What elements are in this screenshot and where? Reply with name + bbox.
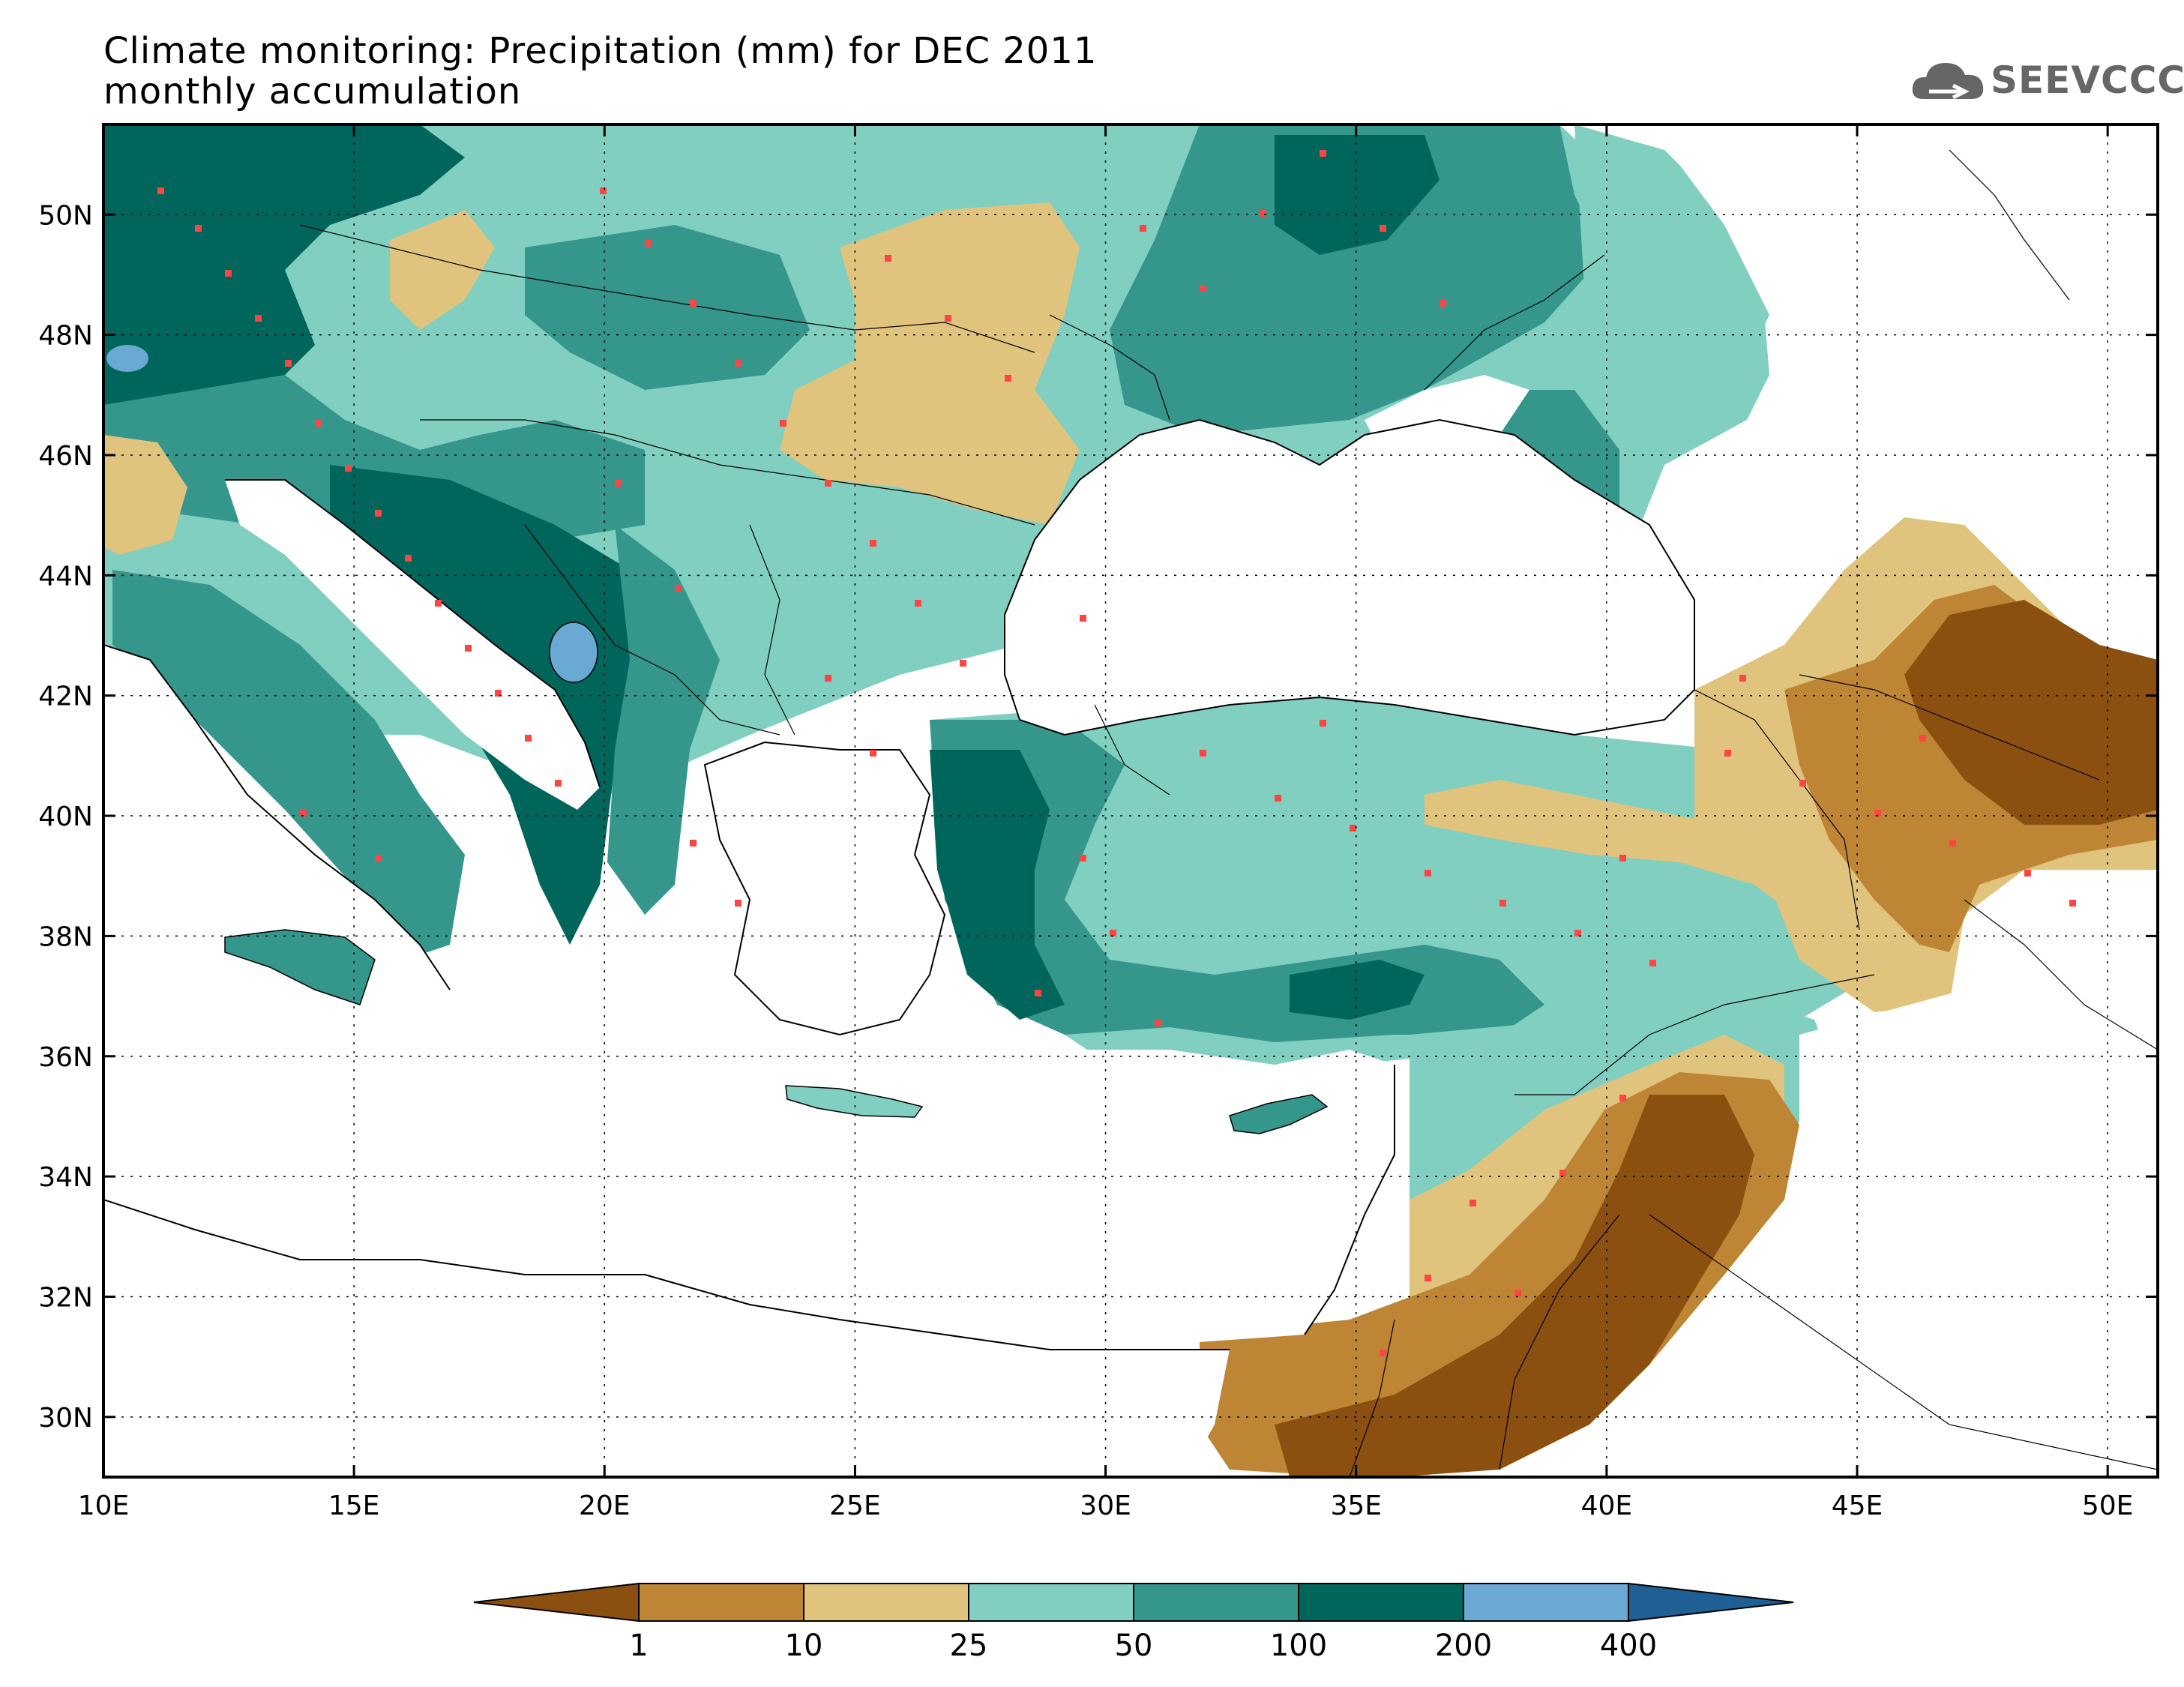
- zone-25-50-russia: [1574, 124, 1769, 420]
- lon-axis: 10E 15E 20E 25E 30E 35E 40E 45E 50E: [78, 124, 2134, 1521]
- blue-patch-alps: [106, 345, 148, 372]
- colorbar-label: 100: [1270, 1629, 1327, 1663]
- lon-tick-label: 45E: [1832, 1491, 1883, 1521]
- colorbar: 1 10 25 50 100 200 400: [473, 1582, 1794, 1663]
- lat-tick-label: 50N: [38, 200, 93, 231]
- colorbar-label: 25: [950, 1629, 988, 1663]
- aegean-sea: [705, 742, 945, 1035]
- lat-tick-label: 34N: [38, 1162, 93, 1193]
- zone-10-25-romania: [780, 202, 1080, 525]
- seevccc-logo: SEEVCCC: [1908, 52, 2184, 112]
- lat-tick-label: 44N: [38, 561, 93, 592]
- lat-tick-label: 36N: [38, 1042, 93, 1073]
- colorbar-swatch-high: [1628, 1582, 1794, 1623]
- lat-axis: 30N 32N 34N 36N 38N 40N 42N 44N 46N 48N 50N: [38, 200, 2158, 1434]
- lon-tick-label: 30E: [1080, 1491, 1131, 1521]
- colorbar-swatch: [1463, 1583, 1629, 1622]
- sicily: [224, 929, 376, 1005]
- zone-50-100-ukraine: [1110, 124, 1604, 435]
- sea-of-azov: [1365, 375, 1529, 450]
- lat-tick-label: 32N: [38, 1282, 93, 1313]
- cyprus: [1229, 1094, 1329, 1134]
- lat-tick-label: 38N: [38, 921, 93, 952]
- lon-tick-label: 15E: [328, 1491, 380, 1521]
- southeast-no-data: [1649, 975, 2158, 1477]
- tyrrhenian-mediterranean-sea: [103, 645, 450, 1005]
- zone-50-100-turkey-west: [930, 720, 1544, 1042]
- lat-tick-label: 42N: [38, 682, 93, 712]
- zone-100-200-ukraine: [1275, 135, 1440, 255]
- crete: [785, 1085, 924, 1118]
- colorbar-swatch-low: [473, 1582, 640, 1623]
- lon-tick-label: 10E: [78, 1491, 130, 1521]
- zone-50-100-balkans: [607, 525, 720, 915]
- colorbar-swatch: [968, 1583, 1134, 1622]
- zone-50-100-italy: [112, 570, 465, 960]
- africa-land: [103, 1200, 1230, 1477]
- country-borders: [299, 149, 2158, 1477]
- zone-10-25-turkey-center: [1425, 780, 1829, 930]
- adriatic-sea: [225, 480, 600, 810]
- colorbar-swatch: [638, 1583, 804, 1622]
- lat-tick-label: 48N: [38, 321, 93, 352]
- colorbar-label: 400: [1600, 1629, 1657, 1663]
- zone-100-200-turkey-west: [930, 750, 1065, 1020]
- zone-50-100-hungary: [525, 225, 810, 390]
- colorbar-label: 10: [785, 1629, 823, 1663]
- colorbar-swatch: [1298, 1583, 1464, 1622]
- zone-100-200-west: [103, 124, 465, 420]
- map-subtitle: monthly accumulation: [103, 70, 522, 112]
- colorbar-swatch: [803, 1583, 969, 1622]
- east-no-data: [1649, 124, 2158, 615]
- logo-text: SEEVCCC: [1991, 58, 2184, 102]
- cloud-icon: [1912, 63, 1984, 100]
- central-mediterranean-sea: [103, 930, 1395, 1357]
- map-frame: [102, 123, 2159, 1479]
- precipitation-field: [103, 124, 2158, 1477]
- colorbar-label: 1: [629, 1629, 648, 1663]
- black-sea: [1005, 420, 1694, 735]
- lon-tick-label: 25E: [829, 1491, 881, 1521]
- lon-tick-label: 40E: [1581, 1491, 1633, 1521]
- colorbar-label: 200: [1435, 1629, 1492, 1663]
- lat-tick-label: 40N: [38, 802, 93, 832]
- lat-tick-label: 30N: [38, 1403, 93, 1434]
- zone-10-25-west-italy: [103, 435, 187, 555]
- zone-100-200-turkey-south: [1290, 960, 1425, 1020]
- lake-shkodra-blue: [549, 622, 598, 683]
- colorbar-label: 50: [1115, 1629, 1153, 1663]
- map-title: Climate monitoring: Precipitation (mm) f…: [103, 30, 1098, 72]
- lat-tick-label: 46N: [38, 441, 93, 472]
- lon-tick-label: 50E: [2082, 1491, 2134, 1521]
- lon-tick-label: 20E: [579, 1491, 631, 1521]
- colorbar-swatch: [1133, 1583, 1299, 1622]
- zone-below-1-caucasus: [1904, 600, 2158, 825]
- station-markers: [157, 150, 2076, 1356]
- zone-10-25-poland: [390, 210, 495, 330]
- zone-below-1-levant: [1275, 1095, 1754, 1477]
- lon-tick-label: 35E: [1330, 1491, 1382, 1521]
- graticule: [103, 124, 2158, 1477]
